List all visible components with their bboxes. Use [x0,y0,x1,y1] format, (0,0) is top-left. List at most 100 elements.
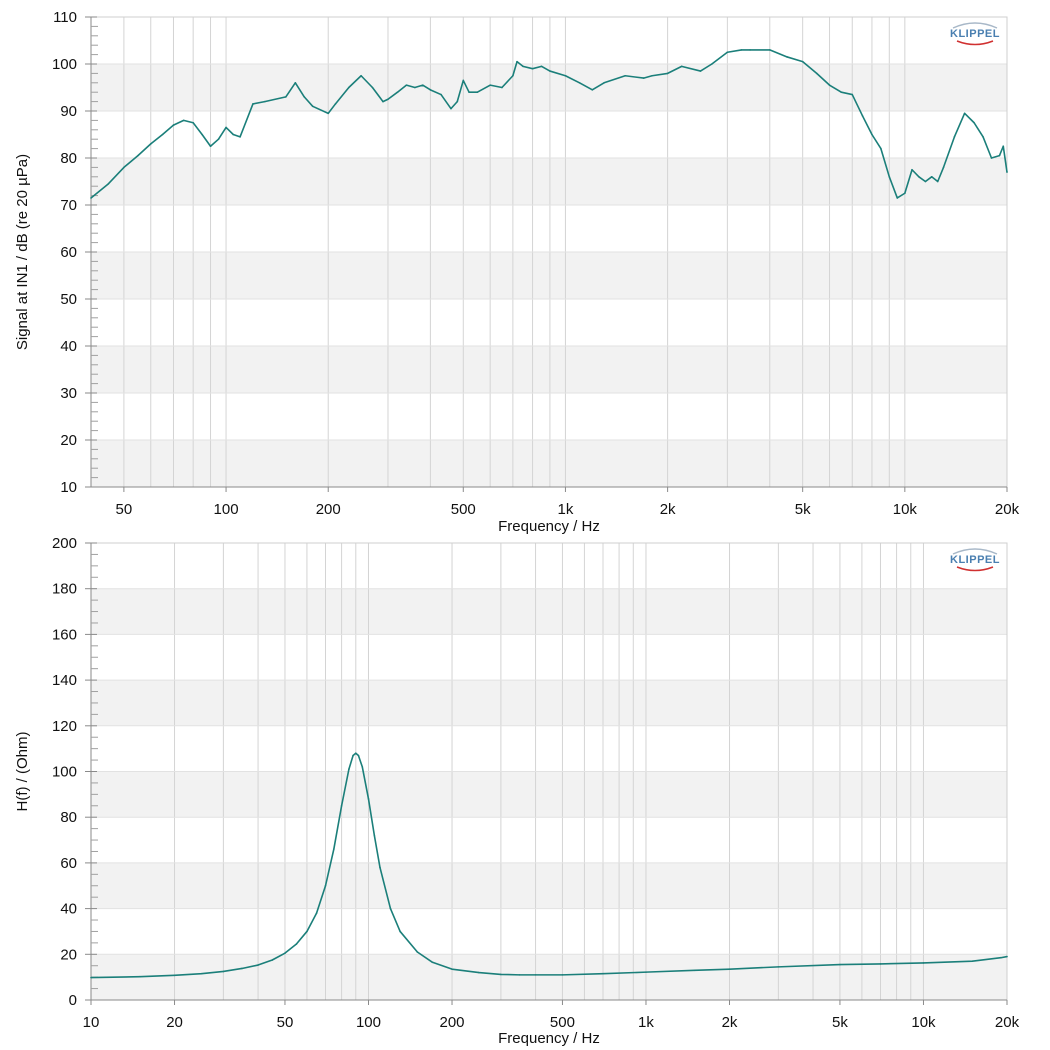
data-point [645,971,647,973]
y-tick-label: 40 [60,901,77,918]
data-point [354,752,357,755]
data-point [360,74,362,77]
data-point [642,77,645,79]
data-point [726,51,729,54]
data-point [522,65,524,68]
data-point [694,969,696,972]
data-point [295,943,298,945]
data-point [982,136,984,138]
data-point [123,166,125,169]
grid-band [91,862,1007,909]
y-tick-label: 20 [60,946,77,963]
data-point [352,754,354,757]
data-point [540,65,543,68]
x-tick-label: 1k [638,1014,654,1031]
data-point [971,960,974,962]
data-point [371,86,374,89]
x-tick-label: 2k [660,501,676,518]
data-point [801,60,804,63]
y-tick-label: 140 [52,672,77,689]
data-point [161,133,164,136]
data-point [333,848,335,850]
data-point [624,74,627,77]
y-tick-label: 60 [60,244,77,261]
grid-band [91,158,1007,205]
data-point [990,157,993,159]
data-point [311,105,314,108]
y-tick-label: 20 [60,432,77,449]
y-tick-label: 160 [52,626,77,643]
x-tick-label: 200 [316,501,341,518]
data-point [173,974,176,977]
x-tick-label: 500 [451,501,476,518]
data-point [476,91,479,93]
data-point [90,976,92,979]
y-tick-label: 80 [60,809,77,826]
data-point [431,961,434,964]
data-point [904,192,906,195]
data-point [429,89,432,91]
x-tick-label: 20k [995,1014,1020,1031]
data-point [241,967,243,970]
chart-1: 10 20 30 40 50 60 70 80 90 100 110 50 100 200 500 1k 2k 5… [14,9,1020,535]
data-point [306,930,308,933]
data-point [373,834,376,837]
x-tick-label: 20k [995,501,1020,518]
y-tick-label: 200 [52,535,77,552]
data-point [284,952,286,954]
data-point [924,180,927,183]
data-point [603,82,605,84]
data-point [348,768,350,771]
data-point [149,143,152,145]
y-tick-label: 10 [60,479,77,496]
x-axis-title: Frequency / Hz [498,1030,600,1047]
data-point [531,67,534,70]
data-point [500,973,502,976]
grid-band [91,771,1007,818]
y-tick-label: 110 [53,9,77,26]
data-point [303,96,306,98]
data-point [578,82,581,84]
data-point [973,121,975,124]
data-point [209,145,212,148]
x-tick-label: 20 [166,1014,183,1031]
x-tick-label: 10k [911,1014,936,1031]
data-point [666,72,669,75]
x-tick-label: 50 [277,1014,294,1031]
series-line [90,752,1008,979]
data-point [315,912,318,914]
data-point [740,49,743,51]
data-point [918,176,920,178]
data-point [340,804,343,807]
grid-band [91,64,1007,111]
data-point [840,91,843,93]
data-point [861,114,864,117]
data-point [451,968,453,970]
y-tick-label: 60 [60,855,77,872]
data-point [1006,171,1008,173]
data-point [871,133,873,136]
x-tick-label: 10k [893,501,918,518]
data-point [327,112,330,115]
data-point [815,72,818,75]
y-tick-label: 70 [60,197,77,214]
data-point [263,100,266,103]
data-point [450,107,452,110]
data-point [239,136,241,138]
logo-swoosh [956,40,994,46]
data-point [998,154,1001,157]
data-point [225,126,227,129]
x-tick-label: 5k [832,1014,848,1031]
data-point [456,100,459,103]
y-tick-label: 90 [60,103,77,120]
x-tick-label: 500 [550,1014,575,1031]
y-axis-title: Signal at IN1 / dB (re 20 µPa) [14,154,31,350]
data-point [294,82,297,84]
data-point [711,63,713,65]
data-point [334,103,337,105]
data-point [1000,956,1002,959]
data-point [879,963,882,965]
logo-swoosh [956,566,994,572]
data-point [200,972,203,975]
data-point [139,975,141,978]
